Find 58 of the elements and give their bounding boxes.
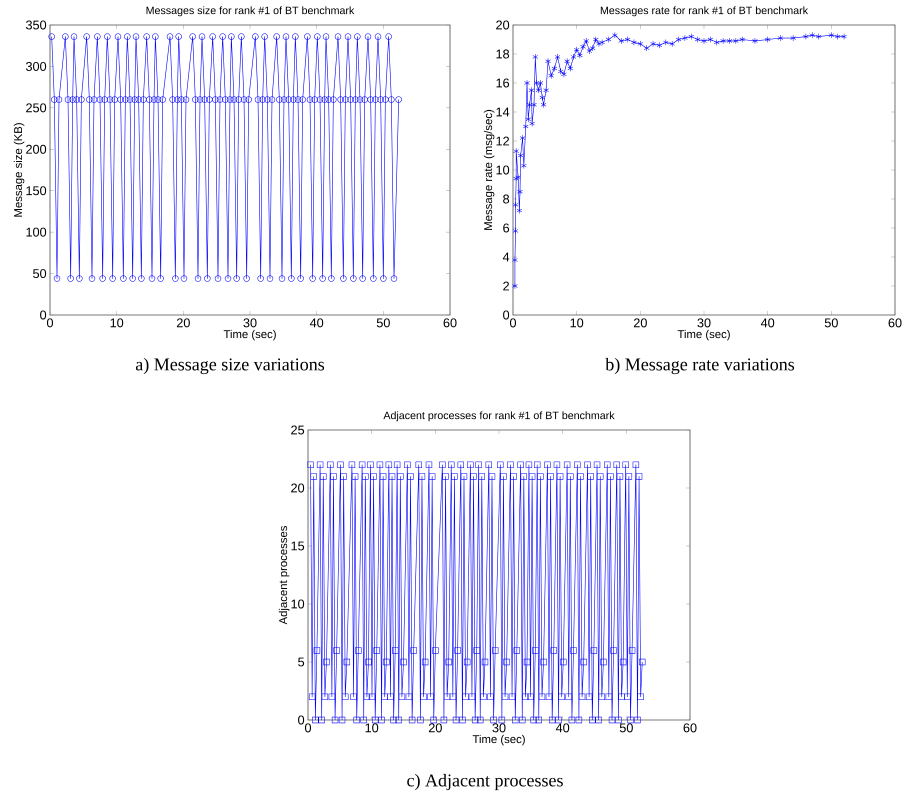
x-tick-label: 60 [684,723,697,732]
y-tick-label: 5 [298,658,304,666]
x-tick-label: 10 [110,318,124,328]
y-tick-label: 10 [496,166,510,174]
y-tick-label: 0 [503,310,510,320]
x-axis-title: Time (sec) [678,330,730,340]
x-tick-label: 50 [824,318,838,328]
chart-title: Messages size for rank #1 of BT benchmark [146,6,354,16]
y-tick-label: 350 [26,20,46,30]
x-tick-label: 10 [366,723,378,732]
x-tick-label: 20 [176,318,190,328]
x-tick-label: 20 [428,723,442,732]
y-tick-label: 2 [503,282,510,290]
y-tick-label: 16 [496,78,510,88]
x-tick-label: 30 [697,318,711,328]
x-tick-label: 40 [310,318,324,328]
text: a) Message size variations [136,358,324,374]
x-tick-label: 10 [570,318,584,328]
x-tick-label: 60 [444,318,457,328]
y-tick-label: 150 [26,186,46,196]
y-tick-label: 20 [496,20,510,30]
y-tick-label: 200 [26,144,46,154]
y-tick-label: 12 [496,136,509,146]
chart-title: Adjacent processes for rank #1 of BT benchmark [383,411,615,422]
y-tick-label: 0 [40,310,46,320]
x-tick-label: 40 [760,318,774,328]
x-axis-title: Time (sec) [224,330,276,340]
y-tick-label: 6 [503,224,510,232]
x-axis-title: Time (sec) [472,734,525,746]
y-tick-label: 250 [26,103,46,112]
y-tick-label: 18 [496,50,510,58]
y-tick-label: 20 [291,484,304,492]
y-tick-label: 100 [26,228,46,237]
y-axis-title: Message size (KB) [14,123,24,217]
text: c) Adjacent processes [407,774,563,790]
y-tick-label: 8 [503,194,510,204]
y-axis-title: Message rate (msg/sec) [484,110,494,230]
y-tick-label: 300 [26,62,46,71]
y-tick-label: 25 [291,426,304,434]
text: b) Message rate variations [605,358,794,374]
y-axis-title: Adjacent processes [278,526,290,624]
x-tick-label: 0 [304,723,312,732]
x-tick-label: 60 [888,318,902,328]
y-tick-label: 50 [33,269,46,278]
x-tick-label: 0 [510,318,516,328]
y-tick-label: 10 [292,600,304,608]
x-tick-label: 50 [376,318,390,328]
y-tick-label: 0 [298,716,304,724]
x-tick-label: 30 [243,318,257,328]
x-tick-label: 20 [634,318,647,328]
chart-title: Messages rate for rank #1 of BT benchmark [600,6,808,16]
y-tick-label: 4 [502,252,510,262]
x-tick-label: 30 [492,723,506,732]
x-tick-label: 0 [46,318,54,328]
y-tick-label: 14 [496,108,510,116]
x-tick-label: 40 [556,723,570,732]
y-tick-label: 15 [292,542,304,550]
x-tick-label: 50 [620,723,633,732]
